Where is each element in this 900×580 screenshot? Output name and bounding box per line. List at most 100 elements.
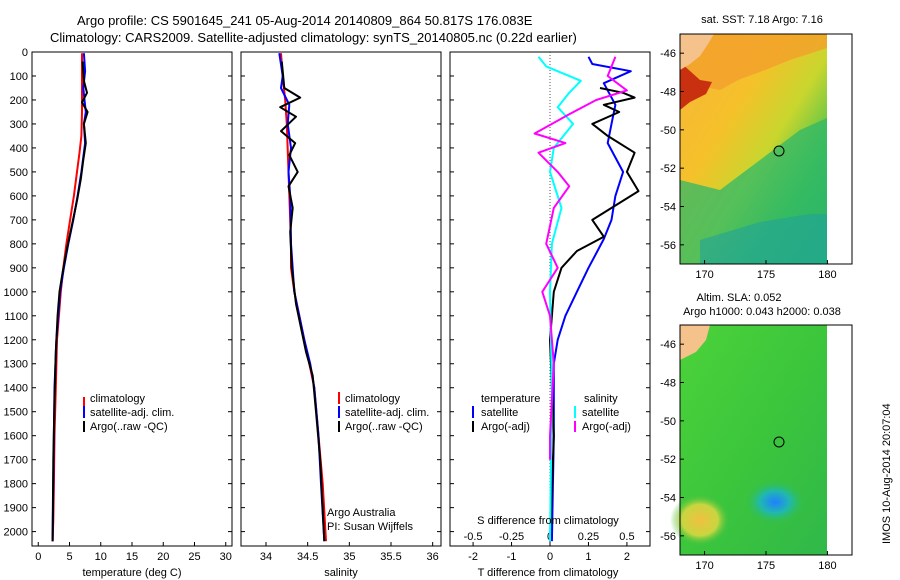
map-y-tick-label: -46	[660, 48, 676, 60]
map-x-tick-label: 175	[757, 560, 775, 572]
y-tick-label: 1200	[4, 335, 28, 347]
legend-title-temperature: temperature	[481, 393, 540, 405]
map-y-tick-label: -56	[660, 240, 676, 252]
x-tick-label: 2	[624, 551, 630, 563]
x-tick-label: 0	[547, 551, 553, 563]
series-line-t-argo	[549, 87, 640, 542]
salinity-lines	[278, 53, 327, 542]
x-tick-label: 34	[260, 551, 272, 563]
map-y-tick-label: -46	[660, 339, 676, 351]
series-line-climatology	[51, 53, 83, 542]
sst-argo-marker	[773, 145, 785, 157]
s-tick-label: -0.5	[464, 531, 483, 543]
map-y-tick-label: -48	[660, 378, 676, 390]
y-tick-label: 400	[10, 143, 28, 155]
header-line1: Argo profile: CS 5901645_241 05-Aug-2014…	[77, 13, 533, 28]
sst-coldest-region	[700, 214, 827, 264]
legend-t-argo: Argo(-adj)	[481, 421, 530, 433]
sst-map-blank	[827, 34, 852, 264]
y-tick-label: 500	[10, 167, 28, 179]
x-tick-label: 0	[35, 551, 41, 563]
y-tick-label: 600	[10, 191, 28, 203]
x-tick-label: 25	[188, 551, 200, 563]
y-tick-label: 1800	[4, 479, 28, 491]
y-tick-label: 1400	[4, 383, 28, 395]
legend-argo: Argo(..raw -QC)	[90, 421, 168, 433]
map-x-tick-label: 175	[757, 269, 775, 281]
salinity-axes-frame	[240, 51, 442, 547]
y-tick-label: 1300	[4, 359, 28, 371]
temperature-ticks: 0 5 10 15 20 25 300100200300400500600700800900…	[4, 47, 232, 563]
sst-warm-band	[680, 34, 827, 90]
legend-climatology: climatology	[345, 393, 401, 405]
map-x-tick-label: 170	[695, 269, 713, 281]
header-line2: Climatology: CARS2009. Satellite-adjuste…	[50, 30, 577, 45]
y-tick-label: 2000	[4, 527, 28, 539]
y-tick-label: 1000	[4, 287, 28, 299]
map-y-tick-label: -54	[660, 202, 676, 214]
salinity-panel: 34 34.5 35 35.5 36 salinity climatology sate…	[240, 51, 442, 579]
annotation-argo-australia: Argo Australia	[327, 507, 396, 519]
legend-climatology: climatology	[90, 393, 146, 405]
x-tick-label: 5	[66, 551, 72, 563]
x-tick-label: 20	[157, 551, 169, 563]
y-tick-label: 1700	[4, 455, 28, 467]
map-y-tick-label: -52	[660, 163, 676, 175]
x-tick-label: 35	[343, 551, 355, 563]
x-tick-label: 30	[220, 551, 232, 563]
sla-map-ticks: 170 175 180 -46 -48 -50 -52 -54 -56	[660, 339, 837, 572]
legend-s-argo: Argo(-adj)	[582, 421, 631, 433]
x-tick-label: -1	[507, 551, 517, 563]
sla-high-anomaly	[670, 494, 730, 546]
s-tick-label: -0.25	[499, 531, 524, 543]
s-tick-label: 0.5	[619, 531, 634, 543]
map-y-tick-label: -56	[660, 531, 676, 543]
legend-s-satellite: satellite	[582, 407, 619, 419]
side-timestamp: IMOS 10-Aug-2014 20:07:04	[881, 403, 893, 544]
map-x-tick-label: 170	[695, 560, 713, 572]
y-tick-label: 1500	[4, 407, 28, 419]
sst-map-panel: sat. SST: 7.18 Argo: 7.16 170 175 180 -46 -4…	[660, 14, 853, 281]
sst-land	[680, 34, 714, 70]
series-line-argo	[51, 61, 89, 542]
x-tick-label: 1	[585, 551, 591, 563]
s-tick-label: 0.25	[578, 531, 599, 543]
series-line-s-argo	[533, 56, 628, 460]
sla-map-blank	[827, 325, 852, 555]
difference-xlabel-top: S difference from climatology	[477, 515, 619, 527]
map-y-tick-label: -48	[660, 87, 676, 99]
map-x-tick-label: 180	[818, 560, 836, 572]
difference-panel: -2 -1 0 1 2-0.5 -0.25 0 0.25 0.5 S difference fr…	[449, 51, 651, 579]
salinity-ticks: 34 34.5 35 35.5 36	[241, 51, 441, 563]
series-line-argo	[279, 61, 326, 542]
y-tick-label: 100	[10, 71, 28, 83]
x-tick-label: 36	[427, 551, 439, 563]
difference-lines	[533, 56, 640, 542]
y-tick-label: 800	[10, 239, 28, 251]
x-tick-label: 10	[95, 551, 107, 563]
sla-land	[680, 325, 710, 360]
y-tick-label: 300	[10, 119, 28, 131]
y-tick-label: 0	[22, 47, 28, 59]
annotation-pi: PI: Susan Wijffels	[327, 521, 413, 533]
y-tick-label: 700	[10, 215, 28, 227]
sla-map-panel: Altim. SLA: 0.052 Argo h1000: 0.043 h200…	[660, 292, 853, 572]
temperature-lines	[51, 53, 89, 542]
y-tick-label: 900	[10, 263, 28, 275]
y-tick-label: 1600	[4, 431, 28, 443]
legend-satellite: satellite-adj. clim.	[345, 407, 429, 419]
temperature-axes-frame	[31, 51, 233, 547]
difference-legend: temperature salinity satellite Argo(-adj…	[472, 393, 631, 433]
map-y-tick-label: -50	[660, 125, 676, 137]
y-tick-label: 200	[10, 95, 28, 107]
temperature-legend: climatology satellite-adj. clim. Argo(..…	[83, 393, 174, 433]
y-tick-label: 1100	[4, 311, 28, 323]
map-x-tick-label: 180	[818, 269, 836, 281]
sla-map-title2: Argo h1000: 0.043 h2000: 0.038	[683, 306, 841, 318]
y-tick-label: 1900	[4, 503, 28, 515]
legend-argo: Argo(..raw -QC)	[345, 421, 423, 433]
series-line-t-satellite	[550, 56, 632, 542]
x-tick-label: -2	[468, 551, 478, 563]
legend-title-salinity: salinity	[584, 393, 618, 405]
